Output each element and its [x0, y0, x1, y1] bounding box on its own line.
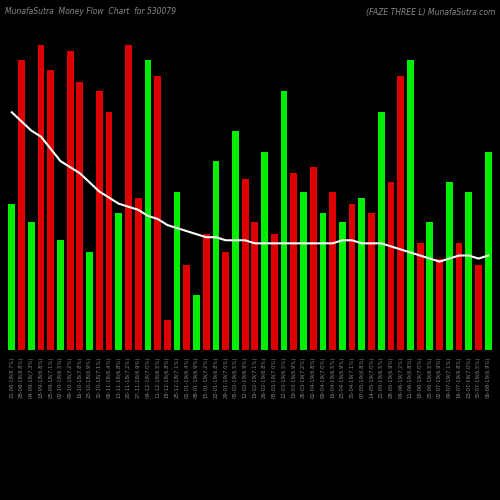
Bar [66, 52, 73, 350]
Bar [38, 45, 44, 350]
Bar [329, 192, 336, 350]
Bar [76, 82, 84, 350]
Bar [310, 167, 316, 350]
Bar [252, 222, 258, 350]
Bar [48, 70, 54, 350]
Bar [407, 60, 414, 350]
Bar [300, 192, 307, 350]
Bar [398, 76, 404, 350]
Text: (FAZE THREE L) MunafaSutra.com: (FAZE THREE L) MunafaSutra.com [366, 8, 495, 16]
Bar [456, 244, 462, 350]
Bar [388, 182, 394, 350]
Bar [184, 264, 190, 350]
Bar [261, 152, 268, 350]
Bar [368, 213, 375, 350]
Bar [222, 252, 229, 350]
Bar [125, 45, 132, 350]
Bar [18, 60, 25, 350]
Bar [57, 240, 64, 350]
Bar [174, 192, 180, 350]
Bar [154, 76, 161, 350]
Bar [378, 112, 384, 350]
Bar [466, 192, 472, 350]
Bar [193, 295, 200, 350]
Bar [290, 173, 297, 350]
Bar [242, 180, 248, 350]
Bar [135, 198, 141, 350]
Bar [28, 222, 34, 350]
Bar [436, 258, 443, 350]
Bar [446, 182, 452, 350]
Bar [106, 112, 112, 350]
Bar [348, 204, 356, 350]
Bar [232, 130, 239, 350]
Bar [144, 60, 152, 350]
Bar [96, 91, 102, 350]
Bar [320, 213, 326, 350]
Bar [86, 252, 93, 350]
Bar [485, 152, 492, 350]
Bar [116, 213, 122, 350]
Bar [164, 320, 171, 350]
Bar [271, 234, 278, 350]
Bar [339, 222, 346, 350]
Bar [212, 161, 220, 350]
Bar [280, 91, 287, 350]
Bar [8, 204, 15, 350]
Bar [203, 234, 209, 350]
Bar [416, 244, 424, 350]
Bar [426, 222, 434, 350]
Bar [475, 264, 482, 350]
Bar [358, 198, 365, 350]
Text: MunafaSutra  Money Flow  Chart  for 530079: MunafaSutra Money Flow Chart for 530079 [5, 8, 176, 16]
